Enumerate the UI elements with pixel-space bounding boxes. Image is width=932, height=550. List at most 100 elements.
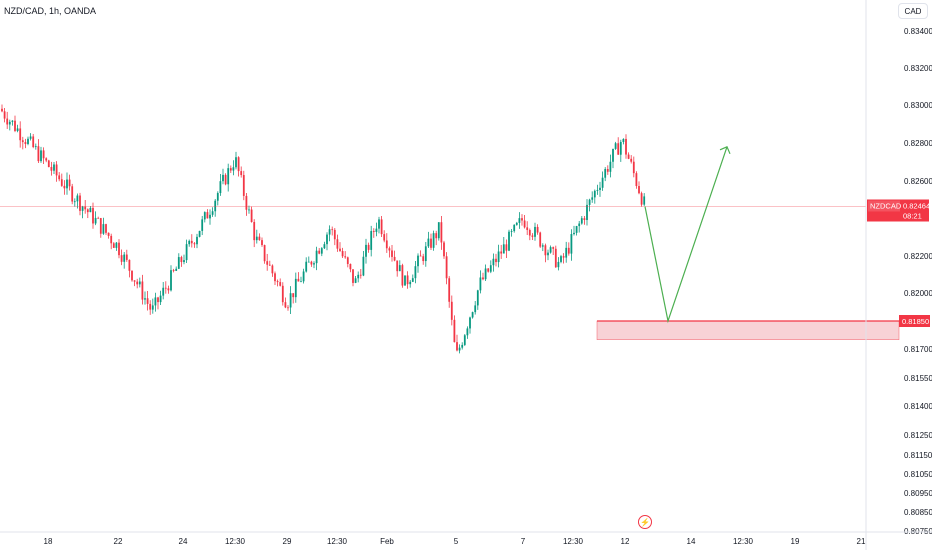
candle-body (528, 230, 531, 236)
time-axis[interactable]: 18 22 24 12:30 29 12:30 Feb 5 7 12:30 12 14 12:30 19 2… (0, 531, 932, 546)
demand-zone[interactable] (596, 320, 900, 340)
candle-body (3, 111, 6, 119)
candle-body (284, 302, 287, 308)
candle-body (29, 136, 32, 139)
candle-body (372, 231, 375, 232)
candle-body (593, 190, 596, 198)
candle-body (313, 263, 315, 265)
candle-body (599, 187, 601, 190)
candle-body (406, 275, 409, 285)
currency-button[interactable]: CAD (898, 3, 928, 19)
candle-body (97, 217, 100, 219)
time-tick-label: 12:30 (563, 537, 584, 546)
candle-body (55, 164, 58, 176)
candle-body (463, 335, 466, 345)
candle-body (261, 240, 263, 246)
time-tick-label: Feb (380, 537, 394, 546)
candle-body (112, 243, 115, 248)
candle-body (180, 257, 183, 263)
arrow-head-icon (719, 146, 731, 155)
candle-body (359, 274, 362, 276)
candle-body (586, 204, 588, 220)
candle-body (495, 258, 497, 263)
candle-body (437, 222, 440, 239)
candle-body (253, 222, 256, 241)
candle-body (547, 252, 549, 256)
candle-body (534, 226, 536, 237)
candle-body (107, 232, 110, 236)
candle-body (414, 266, 417, 279)
candle-body (479, 277, 482, 291)
candle-body (367, 244, 370, 250)
candle-body (580, 218, 583, 224)
candle-body (513, 224, 516, 232)
candle-body (515, 222, 518, 225)
candle-body (450, 301, 453, 320)
candle-body (305, 261, 308, 272)
candle-body (193, 243, 196, 245)
candle-body (76, 195, 79, 202)
candle-body (388, 248, 391, 251)
candle-body (606, 169, 609, 172)
candle-body (206, 212, 209, 219)
candle-body (619, 141, 622, 155)
candle-body (172, 270, 175, 271)
candle-body (622, 138, 625, 142)
candle-body (177, 257, 180, 269)
candle-body (8, 121, 11, 125)
candle-body (432, 233, 435, 248)
candle-body (466, 328, 469, 336)
candle-body (505, 244, 508, 251)
price-tick-label: 0.80850 (904, 508, 932, 517)
candle-body (37, 146, 40, 162)
tradingview-logo-icon: ⚡ (638, 515, 652, 529)
candle-body (235, 157, 237, 168)
candle-body (120, 255, 123, 262)
candle-body (346, 257, 349, 264)
price-tick-label: 0.81050 (904, 470, 932, 479)
candle-body (643, 196, 646, 205)
candle-body (391, 250, 393, 257)
candle-body (131, 270, 133, 281)
candle-body (448, 278, 451, 302)
candle-body (474, 305, 477, 313)
candle-body (94, 217, 97, 224)
candle-body (24, 142, 27, 144)
candle-body (508, 231, 510, 251)
candle-body (596, 189, 599, 191)
time-tick-label: 12:30 (225, 537, 246, 546)
price-tick-label: 0.82600 (904, 177, 932, 186)
candle-body (40, 150, 42, 162)
candle-body (79, 195, 81, 211)
price-tick-label: 0.81250 (904, 431, 932, 440)
candle-body (315, 250, 318, 264)
candle-body (268, 264, 271, 266)
candle-body (214, 200, 217, 212)
projection-arrow[interactable] (644, 146, 728, 324)
candle-body (292, 293, 295, 298)
candle-body (409, 281, 412, 285)
candle-body (14, 120, 16, 131)
candle-body (583, 218, 586, 220)
candle-body (318, 250, 321, 254)
candle-body (211, 211, 214, 215)
candle-body (276, 281, 279, 283)
price-axis[interactable]: 0.83400 0.83200 0.83000 0.82800 0.82600 0.822… (865, 0, 932, 550)
candle-body (411, 278, 414, 282)
candle-body (154, 297, 157, 306)
candle-body (164, 287, 167, 289)
candle-body (560, 256, 562, 262)
candle-body (526, 227, 529, 231)
candle-body (362, 256, 365, 276)
candle-body (471, 312, 474, 318)
candle-body (227, 168, 230, 185)
candle-body (287, 307, 289, 309)
price-tick-label: 0.81400 (904, 402, 932, 411)
candle-body (601, 177, 604, 188)
candle-body (274, 273, 276, 282)
candle-body (328, 229, 331, 235)
candle-body (375, 228, 378, 232)
candle-body (630, 158, 633, 162)
time-tick-label: 14 (687, 537, 696, 546)
